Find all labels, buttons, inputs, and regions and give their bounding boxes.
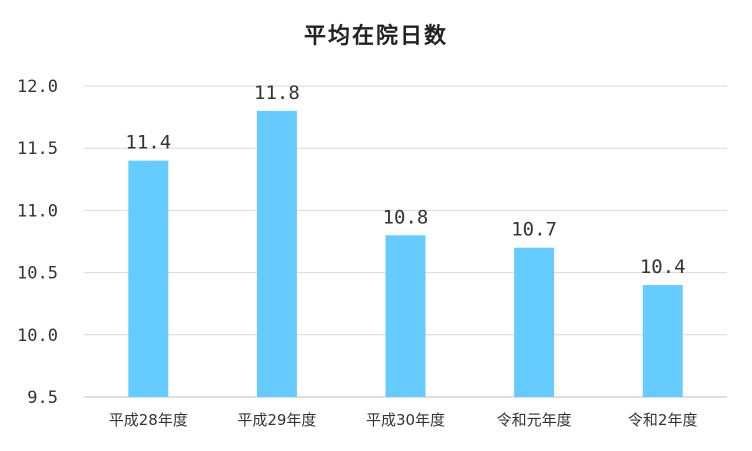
bar [128, 160, 169, 397]
data-label: 10.7 [511, 219, 557, 241]
bar [642, 285, 683, 397]
y-tick-label: 11.5 [17, 139, 58, 159]
data-labels: 11.4 11.8 10.8 10.7 10.4 [125, 82, 685, 278]
bar [385, 235, 426, 397]
bars [128, 110, 683, 397]
bar [514, 247, 555, 397]
x-tick-label: 平成28年度 [109, 411, 188, 429]
data-label: 11.8 [254, 82, 300, 104]
chart-title: 平均在院日数 [303, 24, 448, 49]
x-tick-label: 令和2年度 [628, 411, 698, 429]
y-tick-label: 10.5 [17, 264, 58, 284]
y-tick-label: 12.0 [17, 77, 58, 97]
y-tick-label: 11.0 [17, 201, 58, 221]
data-label: 11.4 [125, 132, 171, 154]
x-tick-label: 平成29年度 [237, 411, 316, 429]
y-tick-label: 9.5 [27, 388, 58, 408]
x-axis-ticks: 平成28年度 平成29年度 平成30年度 令和元年度 令和2年度 [109, 411, 698, 429]
data-label: 10.8 [383, 206, 429, 228]
x-tick-label: 令和元年度 [497, 411, 572, 429]
y-axis-ticks: 9.5 10.0 10.5 11.0 11.5 12.0 [17, 77, 58, 408]
y-tick-label: 10.0 [17, 326, 58, 346]
x-tick-label: 平成30年度 [366, 411, 445, 429]
data-label: 10.4 [640, 256, 686, 278]
bar [256, 110, 297, 397]
